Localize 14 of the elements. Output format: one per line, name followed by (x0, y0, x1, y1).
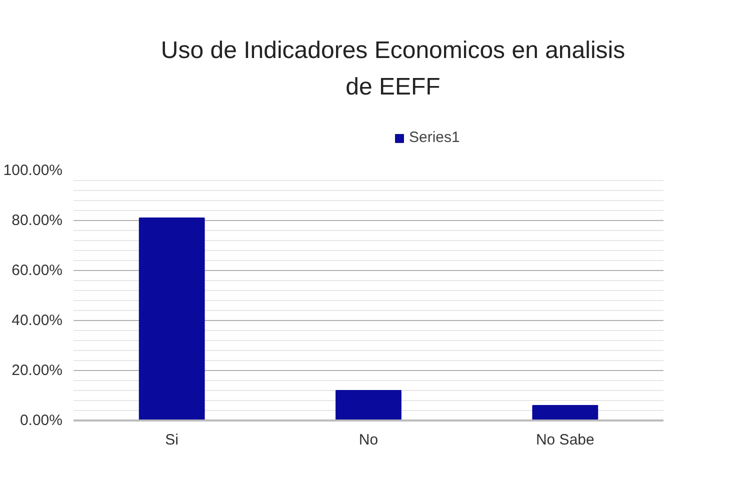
y-tick-label: 80.00% (12, 212, 62, 229)
y-tick-label: 60.00% (12, 262, 62, 279)
bar (532, 405, 598, 420)
y-tick-label: 100.00% (3, 162, 62, 179)
bar (138, 218, 205, 420)
x-tick-label: No (358, 432, 378, 448)
y-tick-label: 40.00% (12, 312, 62, 329)
legend-label: Series1 (409, 129, 460, 146)
y-tick-label: 0.00% (20, 412, 63, 429)
bar (336, 390, 402, 420)
y-tick-label: 20.00% (12, 362, 62, 379)
chart-title: Uso de Indicadores Economicos en analisis de EEFF (160, 37, 626, 100)
x-tick-label: No Sabe (536, 432, 594, 448)
x-tick-label: Si (165, 432, 179, 448)
